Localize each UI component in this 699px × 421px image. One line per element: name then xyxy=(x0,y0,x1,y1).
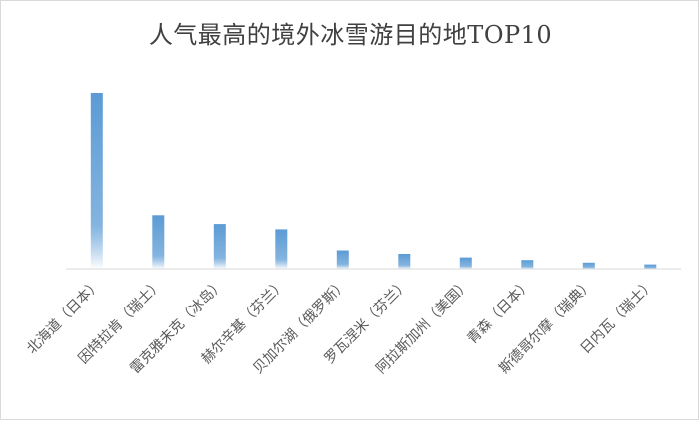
bar-8 xyxy=(521,260,534,269)
bar-9 xyxy=(582,262,595,269)
bar-7 xyxy=(459,257,472,269)
bar-5 xyxy=(336,250,349,269)
bar-6 xyxy=(398,254,411,269)
bar-10 xyxy=(644,264,657,269)
chart-title: 人气最高的境外冰雪游目的地TOP10 xyxy=(148,21,553,49)
bars-layer xyxy=(90,93,657,269)
bar-1 xyxy=(90,93,103,269)
bar-2 xyxy=(152,215,165,269)
x-tick-labels: 北海道（日本）因特拉肯（瑞士）雷克雅未克（冰岛）赫尔辛基（芬兰）贝加尔湖（俄罗斯… xyxy=(24,276,658,377)
bar-4 xyxy=(275,229,288,269)
bar-3 xyxy=(213,224,226,269)
